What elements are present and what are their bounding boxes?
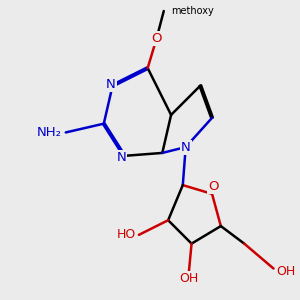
Text: OH: OH: [276, 265, 296, 278]
Text: N: N: [116, 151, 126, 164]
Text: N: N: [181, 141, 190, 154]
Text: N: N: [106, 78, 116, 91]
Text: O: O: [151, 32, 162, 45]
Text: OH: OH: [179, 272, 198, 285]
Text: O: O: [208, 180, 219, 193]
Text: methoxy: methoxy: [171, 6, 214, 16]
Text: HO: HO: [117, 228, 136, 241]
Text: NH₂: NH₂: [36, 126, 61, 139]
